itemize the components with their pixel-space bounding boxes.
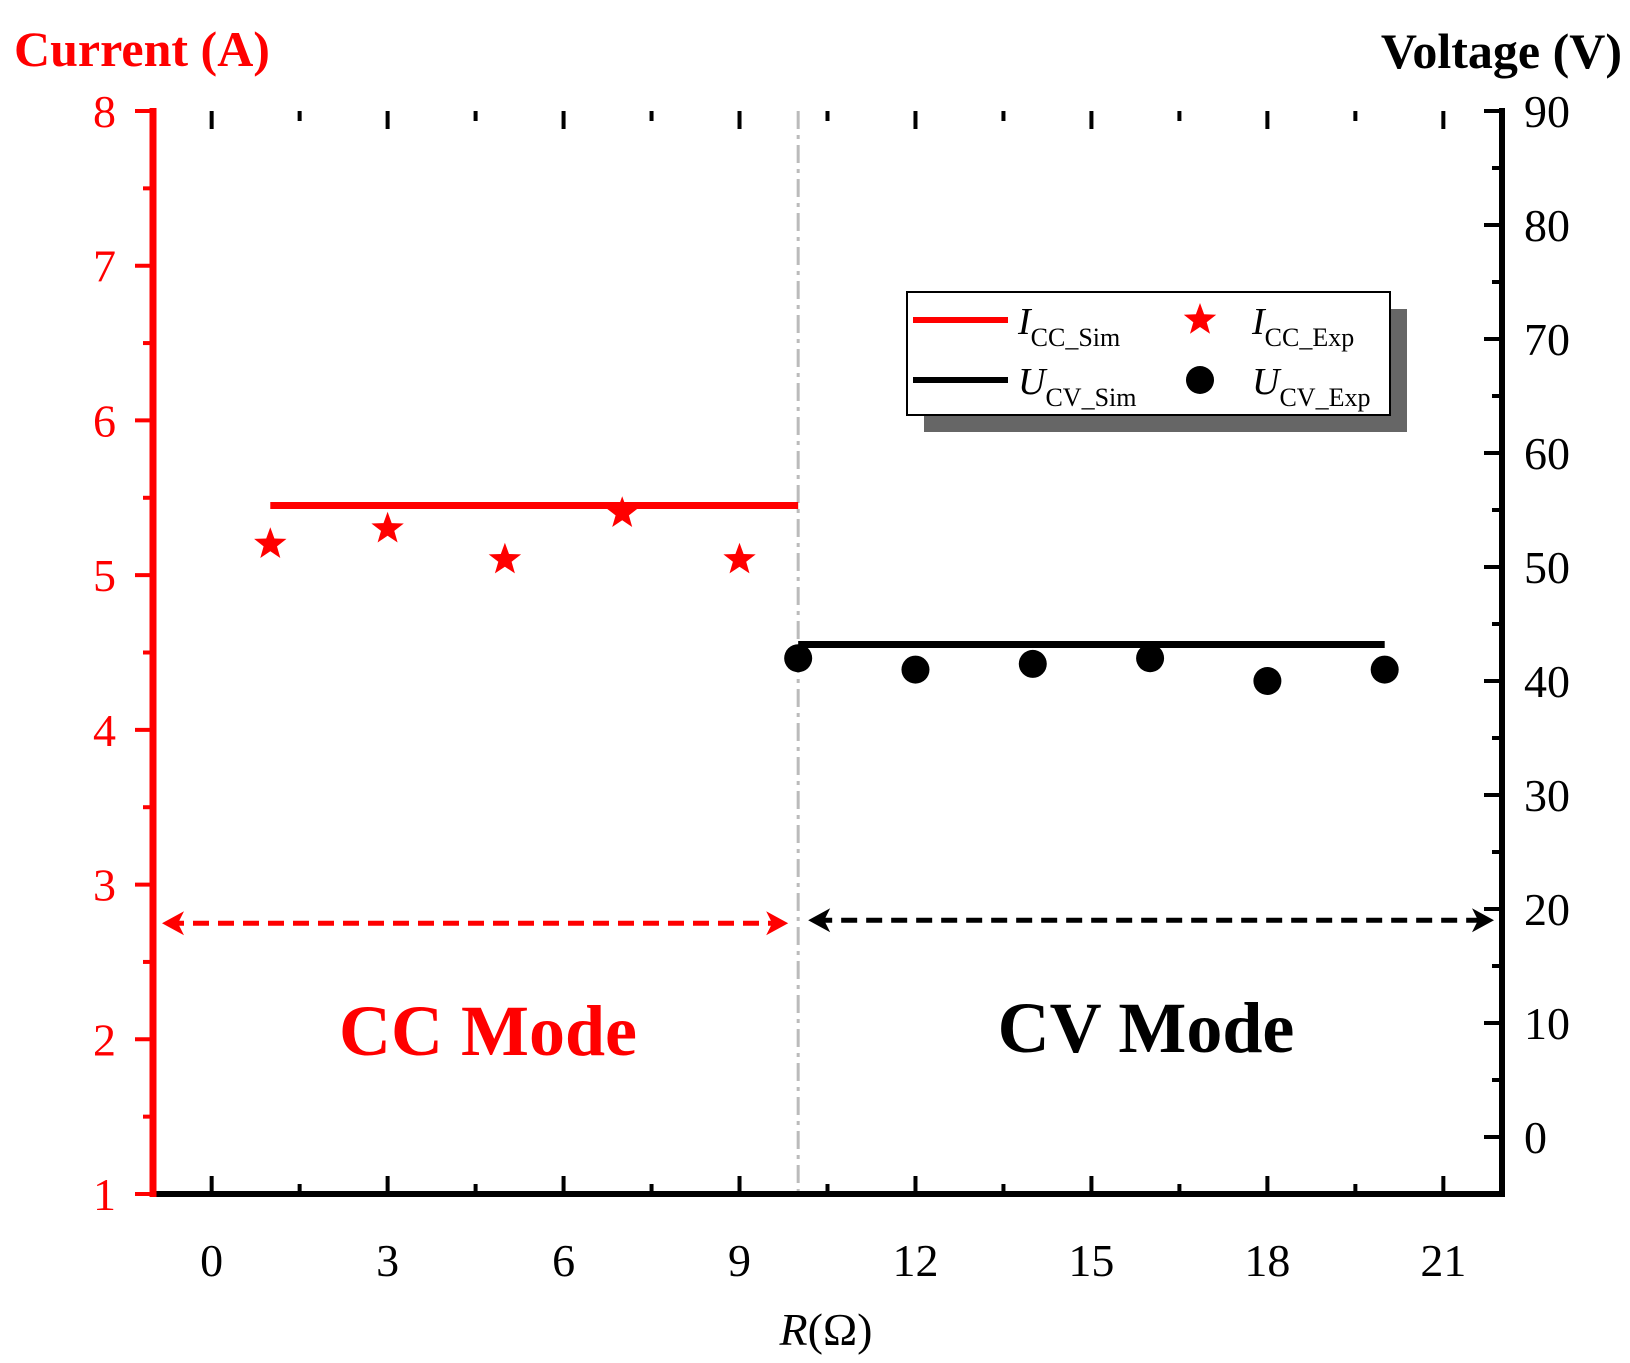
legend-label-main: I <box>1017 301 1033 343</box>
y-left-axis-title: Current (A) <box>14 21 270 77</box>
data-point-circle <box>1370 655 1399 684</box>
x-axis-title-unit: (Ω) <box>808 1304 873 1355</box>
legend-swatch-ucv-exp <box>1186 366 1214 394</box>
legend-label-icc-exp: ICC_Exp <box>1251 301 1354 352</box>
legend-label-ucv-exp: UCV_Exp <box>1252 361 1370 412</box>
y-left-tick-label: 7 <box>93 241 116 292</box>
y-right-tick-label: 20 <box>1524 884 1570 935</box>
cv-arrow-left-head <box>808 908 831 933</box>
y-left-tick-label: 1 <box>93 1169 116 1220</box>
y-left-tick-label: 2 <box>93 1014 116 1065</box>
y-left-tick-label: 5 <box>93 550 116 601</box>
legend-label-sub: CC_Sim <box>1031 323 1121 352</box>
legend-label-icc-sim: ICC_Sim <box>1017 301 1120 352</box>
data-point-star <box>254 527 287 558</box>
x-tick-label: 3 <box>376 1235 399 1286</box>
y-right-tick-label: 30 <box>1524 770 1570 821</box>
y-right-tick-label: 80 <box>1524 200 1570 251</box>
x-tick-label: 0 <box>200 1235 223 1286</box>
x-tick-label: 6 <box>552 1235 575 1286</box>
data-point-star <box>723 542 756 574</box>
legend-label-sub: CV_Sim <box>1045 383 1136 412</box>
x-tick-label: 12 <box>892 1235 938 1286</box>
legend-box <box>906 291 1391 416</box>
y-left-tick-label: 6 <box>93 395 116 446</box>
data-point-star <box>371 511 404 543</box>
data-point-circle <box>901 655 930 684</box>
legend-label-main: U <box>1018 361 1048 403</box>
y-right-axis-title: Voltage (V) <box>1381 23 1622 79</box>
cc-mode-label: CC Mode <box>339 991 637 1071</box>
y-right-tick-label: 50 <box>1524 542 1570 593</box>
y-right-tick-label: 60 <box>1524 428 1570 479</box>
data-point-circle <box>784 644 813 673</box>
legend-label-sub: CV_Exp <box>1279 383 1370 412</box>
cv-mode-label: CV Mode <box>998 988 1295 1068</box>
y-right-tick-label: 90 <box>1524 86 1570 137</box>
x-tick-label: 15 <box>1068 1235 1114 1286</box>
y-right-tick-label: 70 <box>1524 314 1570 365</box>
data-point-star <box>606 496 639 527</box>
legend-label-ucv-sim: UCV_Sim <box>1018 361 1136 412</box>
y-left-tick-label: 3 <box>93 860 116 911</box>
legend-label-main: I <box>1251 301 1267 343</box>
data-point-circle <box>1253 667 1282 695</box>
y-right-tick-label: 0 <box>1524 1112 1547 1163</box>
data-point-star <box>488 542 522 574</box>
cc-arrow-right-head <box>766 911 789 936</box>
x-tick-label: 21 <box>1420 1235 1466 1286</box>
legend-label-main: U <box>1252 361 1282 403</box>
cc-arrow-left-head <box>162 911 184 936</box>
legend-label-sub: CC_Exp <box>1265 323 1355 352</box>
cv-arrow-right-head <box>1472 908 1494 933</box>
data-point-circle <box>1018 649 1047 678</box>
y-left-tick-label: 4 <box>93 705 116 756</box>
x-axis-title: R(Ω) <box>779 1304 873 1355</box>
x-tick-label: 9 <box>728 1235 751 1286</box>
x-tick-label: 18 <box>1244 1235 1290 1286</box>
y-right-tick-label: 40 <box>1524 656 1570 707</box>
x-axis-title-var: R <box>779 1304 808 1355</box>
y-right-tick-label: 10 <box>1524 998 1570 1049</box>
y-left-tick-label: 8 <box>93 86 116 137</box>
legend-swatch-icc-exp <box>1183 303 1217 334</box>
data-point-circle <box>1136 644 1165 673</box>
